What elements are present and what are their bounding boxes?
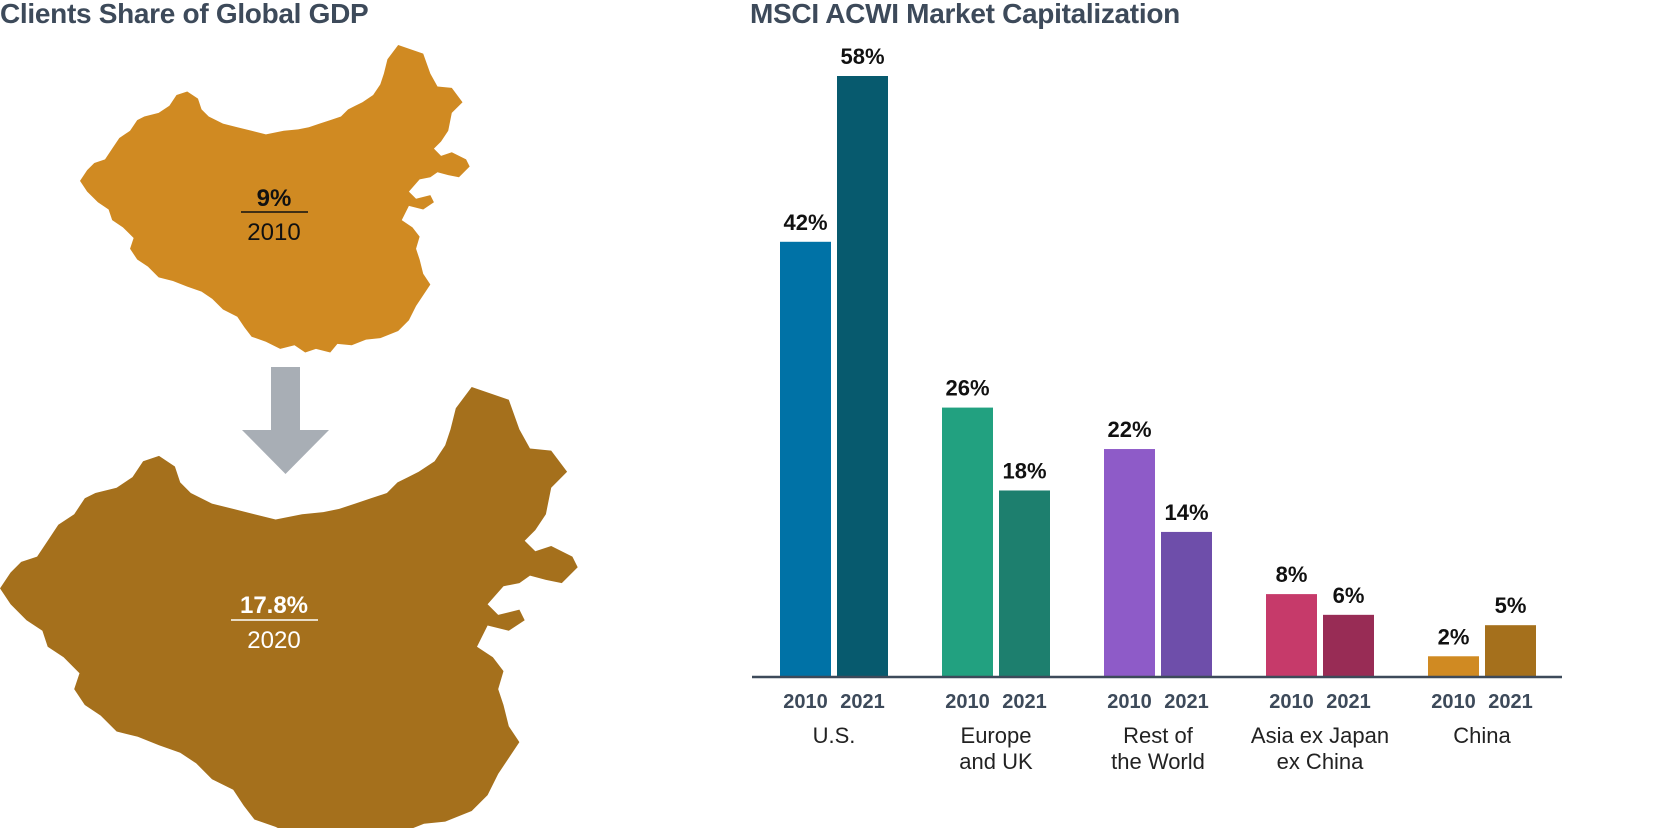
down-arrow-icon (242, 367, 329, 474)
data-label-2021-4: 5% (1495, 593, 1527, 618)
bar-2021-3 (1323, 614, 1374, 677)
data-label-2010-1: 26% (945, 376, 989, 401)
data-label-2010-2: 22% (1107, 417, 1151, 442)
data-label-2021-0: 58% (840, 44, 884, 69)
year-tick-2010-3: 2010 (1269, 691, 1314, 713)
year-tick-2021-2: 2021 (1164, 691, 1209, 713)
bar-2021-1 (999, 490, 1050, 677)
year-tick-2010-0: 2010 (783, 691, 828, 713)
year-tick-2021-1: 2021 (1002, 691, 1047, 713)
left-panel-title: Clients Share of Global GDP (0, 0, 369, 29)
category-label-4-0: China (1453, 723, 1511, 748)
map-top-label: 9% 2010 (241, 185, 308, 246)
data-label-2021-1: 18% (1002, 458, 1046, 483)
bar-2010-3 (1266, 594, 1317, 677)
map-top-year: 2010 (247, 219, 300, 246)
china-map-2020 (0, 387, 578, 828)
data-label-2010-3: 8% (1276, 562, 1308, 587)
map-bottom-value: 17.8% (240, 592, 308, 619)
category-label-3-0: Asia ex Japan (1251, 723, 1389, 748)
china-map-2010 (80, 45, 470, 353)
year-tick-2021-4: 2021 (1488, 691, 1533, 713)
category-label-0-0: U.S. (813, 723, 856, 748)
data-label-2010-0: 42% (783, 210, 827, 235)
market-cap-bar-chart: 42% 2010 58% 2021 U.S. 26% 2010 18% 2021 European… (752, 44, 1562, 774)
year-tick-2010-4: 2010 (1431, 691, 1476, 713)
bar-2010-0 (780, 241, 831, 678)
category-label-1-0: Europe (961, 723, 1032, 748)
bar-2021-2 (1161, 531, 1212, 677)
year-tick-2021-3: 2021 (1326, 691, 1371, 713)
category-label-3-1: ex China (1277, 749, 1365, 774)
data-label-2021-2: 14% (1164, 500, 1208, 525)
data-label-2010-4: 2% (1438, 624, 1470, 649)
bar-2021-0 (837, 76, 888, 677)
data-label-2021-3: 6% (1333, 583, 1365, 608)
map-bottom-year: 2020 (247, 627, 300, 654)
year-tick-2010-1: 2010 (945, 691, 990, 713)
chart-title: MSCI ACWI Market Capitalization (750, 0, 1180, 29)
bar-2010-4 (1428, 656, 1479, 677)
year-tick-2010-2: 2010 (1107, 691, 1152, 713)
map-top-value: 9% (257, 185, 292, 212)
category-label-1-1: and UK (959, 749, 1033, 774)
map-bottom-label: 17.8% 2020 (231, 592, 318, 654)
bar-2010-1 (942, 407, 993, 677)
year-tick-2021-0: 2021 (840, 691, 885, 713)
category-label-2-1: the World (1111, 749, 1205, 774)
category-label-2-0: Rest of (1123, 723, 1194, 748)
bar-2021-4 (1485, 625, 1536, 677)
bar-2010-2 (1104, 449, 1155, 677)
